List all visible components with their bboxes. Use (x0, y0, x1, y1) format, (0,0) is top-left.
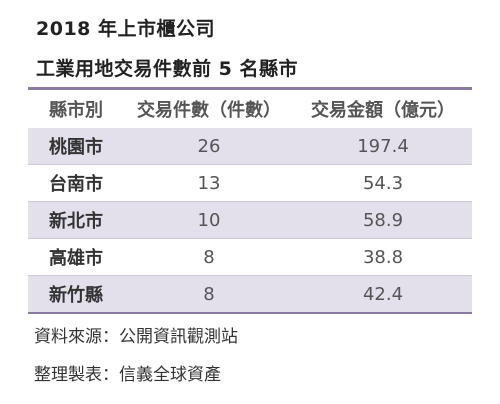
cell-county: 桃園市 (49, 137, 103, 158)
cell-count: 8 (203, 246, 215, 268)
cell-amount: 54.3 (362, 172, 404, 194)
cell-county: 高雄市 (49, 248, 103, 269)
table-bottom-rule (28, 312, 472, 314)
title-subject: 工業用地交易件數前 5 名縣市 (36, 58, 298, 80)
compiler-note: 整理製表：信義全球資產 (34, 365, 221, 385)
header-amount: 交易金額（億元） (311, 100, 455, 121)
cell-amount: 42.4 (362, 283, 404, 305)
table-row: 台南市 13 54.3 (28, 165, 472, 201)
cell-amount: 58.9 (362, 209, 404, 231)
table-row: 桃園市 26 197.4 (28, 128, 472, 164)
source-note: 資料來源：公開資訊觀測站 (34, 327, 238, 347)
header-count: 交易件數（件數） (137, 100, 281, 121)
cell-county: 新北市 (49, 211, 103, 232)
cell-count: 13 (197, 172, 221, 194)
ranking-table: 縣市別 交易件數（件數） 交易金額（億元） 桃園市 26 197.4 台南市 1… (28, 87, 472, 314)
cell-count: 26 (197, 135, 221, 157)
table-row: 高雄市 8 38.8 (28, 239, 472, 275)
table-top-rule (28, 87, 472, 90)
cell-count: 10 (197, 209, 221, 231)
table-row: 新竹縣 8 42.4 (28, 276, 472, 312)
cell-amount: 197.4 (357, 135, 409, 157)
cell-county: 新竹縣 (49, 285, 103, 306)
cell-county: 台南市 (49, 174, 103, 195)
row-divider (28, 164, 472, 165)
row-divider (28, 201, 472, 202)
row-divider (28, 238, 472, 239)
cell-amount: 38.8 (362, 246, 404, 268)
table-header-row: 縣市別 交易件數（件數） 交易金額（億元） (28, 90, 472, 128)
header-county: 縣市別 (49, 100, 103, 121)
row-divider (28, 275, 472, 276)
cell-count: 8 (203, 283, 215, 305)
title-year: 2018 年上市櫃公司 (36, 18, 215, 40)
table-row: 新北市 10 58.9 (28, 202, 472, 238)
